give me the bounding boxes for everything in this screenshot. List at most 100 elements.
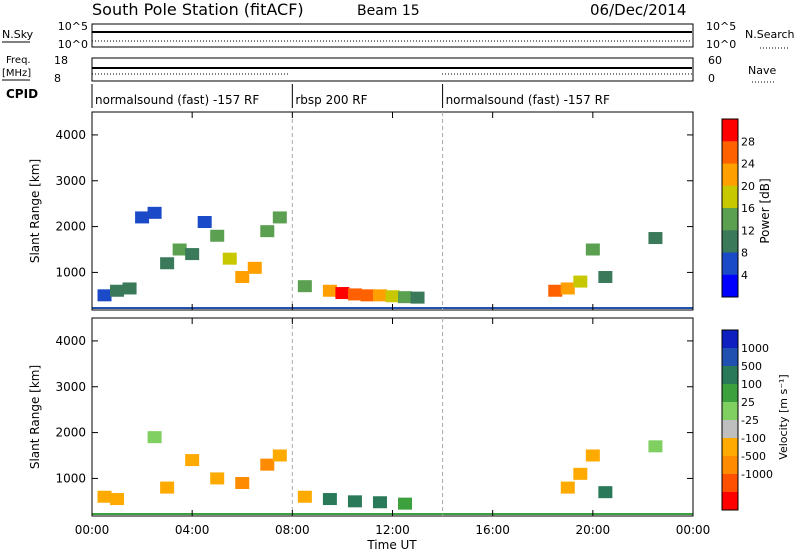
cpid-segment-label: normalsound (fast) -157 RF bbox=[95, 93, 259, 107]
velocity-cell bbox=[573, 467, 588, 480]
velocity-cell bbox=[398, 497, 413, 510]
velocity-cell bbox=[235, 477, 250, 489]
power-colorbar-tick: 4 bbox=[741, 269, 748, 282]
velocity-colorbar-swatch bbox=[722, 330, 738, 349]
power-colorbar-tick: 20 bbox=[741, 180, 755, 193]
x-tick-label: 20:00 bbox=[576, 523, 611, 537]
velocity-cell bbox=[210, 472, 225, 485]
date-label: 06/Dec/2014 bbox=[590, 1, 686, 19]
velocity-cell bbox=[585, 449, 600, 462]
cpid-label: CPID bbox=[6, 87, 38, 101]
power-colorbar-swatch bbox=[722, 252, 738, 276]
power-cell bbox=[210, 229, 225, 242]
x-tick-label: 04:00 bbox=[175, 523, 210, 537]
nsearch-top-tick: 10^5 bbox=[706, 20, 736, 33]
power-cell bbox=[222, 252, 237, 265]
power-cell bbox=[172, 243, 187, 256]
x-tick-label: 12:00 bbox=[375, 523, 410, 537]
power-cell bbox=[322, 284, 337, 297]
power-colorbar-swatch bbox=[722, 274, 738, 298]
nsky-label: N.Sky bbox=[2, 28, 34, 41]
velocity-colorbar-frame bbox=[721, 329, 739, 511]
power-colorbar-swatch bbox=[722, 119, 738, 142]
power-cell bbox=[147, 206, 162, 219]
velocity-colorbar-swatch bbox=[722, 456, 738, 475]
velocity-ylabel: Slant Range [km] bbox=[28, 365, 42, 469]
velocity-cell bbox=[598, 486, 613, 499]
power-cell bbox=[247, 261, 262, 274]
velocity-colorbar-tick: -500 bbox=[741, 450, 766, 463]
velocity-cell bbox=[322, 493, 337, 506]
velocity-cell bbox=[297, 490, 312, 503]
velocity-colorbar-swatch bbox=[722, 384, 738, 403]
nave-bottom-tick: 0 bbox=[708, 72, 715, 85]
power-cell bbox=[297, 280, 312, 293]
station-title: South Pole Station (fitACF) bbox=[92, 0, 304, 19]
power-colorbar-frame bbox=[721, 118, 739, 298]
nsky-bottom-tick: 10^0 bbox=[58, 38, 88, 51]
velocity-colorbar-swatch bbox=[722, 348, 738, 367]
velocity-cell bbox=[160, 481, 175, 494]
velocity-colorbar: 1000 500 100 25 -25 -100 -500 -1000 bbox=[721, 329, 773, 511]
velocity-y-tick-label: 3000 bbox=[55, 380, 86, 394]
power-cell bbox=[385, 290, 400, 303]
power-cell bbox=[410, 291, 425, 304]
power-cell bbox=[160, 257, 175, 270]
power-cell bbox=[398, 291, 413, 304]
velocity-panel-frame bbox=[91, 317, 694, 517]
power-cell bbox=[598, 271, 613, 283]
power-cell bbox=[185, 248, 200, 261]
power-colorbar-tick: 28 bbox=[741, 135, 755, 148]
velocity-y-tick-label: 4000 bbox=[55, 334, 86, 348]
velocity-colorbar-swatch bbox=[722, 402, 738, 421]
velocity-colorbar-tick: 1000 bbox=[741, 342, 769, 355]
power-y-tick-label: 2000 bbox=[55, 220, 86, 234]
velocity-cell bbox=[560, 481, 575, 494]
cpid-segment-label: rbsp 200 RF bbox=[295, 93, 367, 107]
velocity-colorbar-swatch bbox=[722, 492, 738, 511]
power-colorbar-swatch bbox=[722, 185, 738, 209]
power-cell bbox=[585, 243, 600, 256]
power-cell bbox=[122, 282, 137, 295]
velocity-colorbar-tick: 500 bbox=[741, 360, 762, 373]
power-cell bbox=[135, 211, 150, 224]
cpid-strip: normalsound (fast) -157 RF rbsp 200 RF nor… bbox=[91, 84, 610, 108]
power-cell bbox=[372, 289, 387, 302]
freq-top-tick: 18 bbox=[54, 54, 68, 67]
power-cell bbox=[360, 289, 375, 302]
power-colorbar-swatch bbox=[722, 163, 738, 187]
power-y-tick-label: 1000 bbox=[55, 265, 86, 279]
velocity-colorbar-swatch bbox=[722, 438, 738, 457]
power-cell bbox=[573, 275, 588, 288]
power-colorbar-label: Power [dB] bbox=[758, 178, 772, 243]
power-colorbar-tick: 16 bbox=[741, 202, 755, 215]
velocity-cell bbox=[648, 440, 663, 453]
velocity-cell bbox=[260, 458, 275, 471]
nsearch-label: N.Search bbox=[745, 28, 795, 41]
nave-top-tick: 60 bbox=[708, 54, 722, 67]
beam-label: Beam 15 bbox=[357, 3, 420, 19]
power-colorbar-swatch bbox=[722, 141, 738, 164]
power-y-tick-label: 4000 bbox=[55, 128, 86, 142]
power-cell bbox=[272, 211, 287, 224]
power-cell bbox=[97, 289, 112, 302]
nsky-strip bbox=[91, 23, 694, 48]
velocity-colorbar-swatch bbox=[722, 474, 738, 493]
power-cell bbox=[110, 284, 125, 297]
velocity-panel: 1000 2000 3000 4000 00:00 04:00 08:00 12:00 16:0… bbox=[55, 317, 710, 537]
power-y-tick-label: 3000 bbox=[55, 174, 86, 188]
power-cell bbox=[335, 287, 350, 300]
velocity-cell bbox=[185, 454, 200, 467]
freq-unit: [MHz] bbox=[2, 68, 31, 79]
freq-label: Freq. bbox=[6, 55, 31, 66]
power-ylabel: Slant Range [km] bbox=[28, 159, 42, 263]
nsearch-bottom-tick: 10^0 bbox=[706, 38, 736, 51]
power-cell bbox=[197, 216, 212, 228]
nave-label: Nave bbox=[748, 64, 776, 77]
velocity-colorbar-label: Velocity [m s⁻¹] bbox=[777, 374, 790, 459]
velocity-cells bbox=[97, 431, 663, 510]
velocity-colorbar-tick: -1000 bbox=[741, 468, 773, 481]
power-cells bbox=[97, 206, 663, 304]
power-colorbar-swatch bbox=[722, 230, 738, 253]
velocity-y-tick-label: 2000 bbox=[55, 426, 86, 440]
